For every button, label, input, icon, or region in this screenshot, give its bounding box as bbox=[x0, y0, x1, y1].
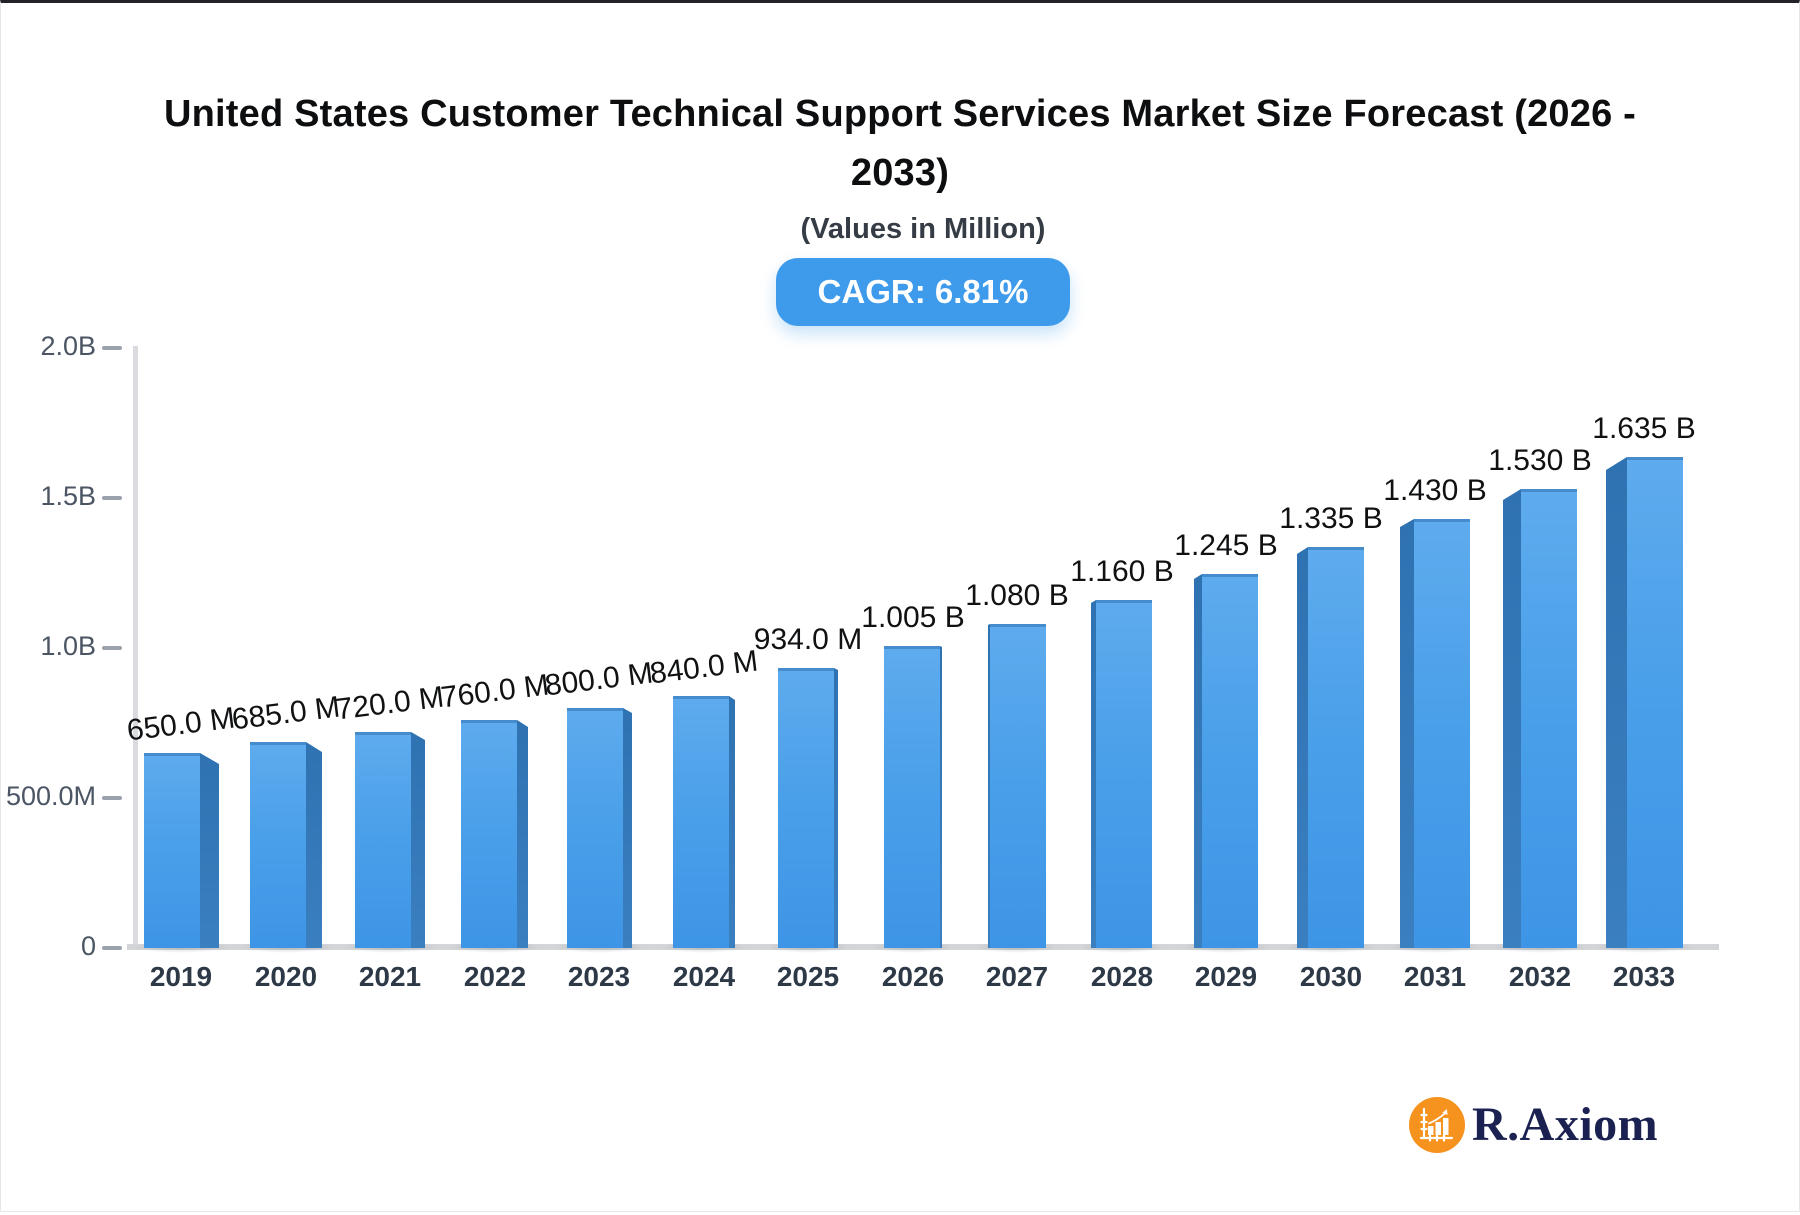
x-axis-year-label: 2025 bbox=[776, 961, 840, 992]
y-axis-tick-mark bbox=[102, 346, 122, 350]
bar-3d-side bbox=[729, 696, 735, 948]
bar-3d-side bbox=[200, 753, 219, 948]
bar bbox=[355, 732, 411, 948]
bar bbox=[461, 720, 517, 948]
bar-base-shadow bbox=[1285, 941, 1376, 953]
bar bbox=[567, 708, 623, 948]
bar bbox=[1414, 519, 1470, 948]
y-axis-tick-mark bbox=[102, 946, 122, 950]
bar bbox=[778, 668, 834, 948]
bar-value-label: 1.245 B bbox=[1174, 529, 1278, 562]
bar-base-shadow bbox=[343, 941, 437, 953]
bar-value-label: 934.0 M bbox=[753, 623, 863, 656]
x-axis-year-label: 2023 bbox=[567, 961, 631, 992]
bar-value-label: 685.0 M bbox=[230, 690, 342, 737]
bar bbox=[1202, 574, 1258, 948]
bar-base-shadow bbox=[132, 941, 231, 953]
y-axis-tick-mark bbox=[102, 496, 122, 500]
bar-3d-side bbox=[1297, 547, 1308, 948]
bar-3d-side bbox=[1503, 489, 1521, 948]
bar-value-label: 1.430 B bbox=[1383, 474, 1487, 507]
y-axis-tick-label: 1.0B bbox=[40, 631, 96, 661]
brand-name: R.Axiom bbox=[1472, 1098, 1659, 1151]
bar-value-label: 760.0 M bbox=[439, 668, 551, 715]
bar-3d-side bbox=[623, 708, 632, 948]
x-axis-year-label: 2030 bbox=[1299, 961, 1363, 992]
x-axis-year-label: 2027 bbox=[985, 961, 1049, 992]
x-axis-line bbox=[127, 944, 1719, 950]
bar-value-label: 1.160 B bbox=[1070, 555, 1174, 588]
badge-row: CAGR: 6.81% bbox=[24, 257, 1800, 326]
bar-3d-side bbox=[1400, 519, 1414, 948]
bar bbox=[884, 646, 940, 948]
bar-value-label: 720.0 M bbox=[334, 680, 446, 727]
x-axis-year-label: 2031 bbox=[1403, 961, 1467, 992]
bar-3d-side bbox=[306, 742, 322, 948]
brand-logo: R.Axiom bbox=[1409, 1097, 1658, 1153]
bar bbox=[1096, 600, 1152, 948]
bar bbox=[144, 753, 200, 948]
bar-base-shadow bbox=[1182, 941, 1270, 953]
bar-3d-side bbox=[411, 732, 425, 948]
bar bbox=[1627, 457, 1683, 948]
bar-value-label: 1.005 B bbox=[861, 601, 965, 634]
y-axis-tick-mark bbox=[102, 646, 122, 650]
bar-base-shadow bbox=[1079, 941, 1164, 953]
bar-base-shadow bbox=[238, 941, 334, 953]
bar-3d-side bbox=[1091, 600, 1096, 948]
bar-3d-side bbox=[988, 624, 990, 948]
bar-base-shadow bbox=[976, 941, 1058, 953]
bar-3d-side bbox=[940, 646, 942, 948]
bar-base-shadow bbox=[1388, 941, 1482, 953]
bar-base-shadow bbox=[1594, 941, 1695, 953]
cagr-badge: CAGR: 6.81% bbox=[775, 257, 1071, 326]
y-axis-line bbox=[133, 346, 138, 950]
chart-subtitle: (Values in Million) bbox=[800, 212, 1046, 245]
bar-value-label: 1.635 B bbox=[1592, 412, 1696, 445]
x-axis-year-label: 2029 bbox=[1194, 961, 1258, 992]
x-axis-year-label: 2020 bbox=[254, 961, 318, 992]
bar bbox=[990, 624, 1046, 948]
x-axis-year-label: 2026 bbox=[881, 961, 945, 992]
x-axis-year-label: 2033 bbox=[1612, 961, 1676, 992]
bar-base-shadow bbox=[872, 941, 954, 953]
bar-3d-side bbox=[1606, 457, 1627, 948]
y-axis-tick-label: 2.0B bbox=[40, 331, 96, 361]
bar-value-label: 650.0 M bbox=[125, 701, 237, 748]
y-axis-tick-label: 500.0M bbox=[5, 781, 96, 811]
bar-value-label: 1.530 B bbox=[1488, 444, 1592, 477]
bar-value-label: 800.0 M bbox=[543, 656, 655, 703]
bar-base-shadow bbox=[766, 941, 850, 953]
x-axis-year-label: 2028 bbox=[1090, 961, 1154, 992]
bar-base-shadow bbox=[449, 941, 540, 953]
y-axis-tick-label: 1.5B bbox=[40, 481, 96, 511]
bar-value-label: 1.335 B bbox=[1279, 502, 1383, 535]
y-axis-tick-mark bbox=[102, 796, 122, 800]
bar-3d-side bbox=[517, 720, 528, 948]
bar-value-label: 1.080 B bbox=[965, 579, 1069, 612]
bar-value-label: 840.0 M bbox=[648, 644, 760, 691]
x-axis-year-label: 2022 bbox=[463, 961, 527, 992]
bar bbox=[250, 742, 306, 948]
bar-3d-side bbox=[834, 668, 838, 948]
x-axis-year-label: 2021 bbox=[358, 961, 422, 992]
x-axis-year-label: 2032 bbox=[1508, 961, 1572, 992]
bar-base-shadow bbox=[1491, 941, 1589, 953]
bar-base-shadow bbox=[555, 941, 644, 953]
bar-base-shadow bbox=[661, 941, 747, 953]
bar bbox=[673, 696, 729, 948]
chart-title: United States Customer Technical Support… bbox=[163, 93, 1637, 194]
bar-3d-side bbox=[1194, 574, 1202, 948]
x-axis-year-label: 2019 bbox=[149, 961, 213, 992]
bar bbox=[1308, 547, 1364, 948]
bar bbox=[1521, 489, 1577, 948]
y-axis-tick-label: 0 bbox=[80, 931, 96, 961]
x-axis-year-label: 2024 bbox=[672, 961, 736, 992]
bar-chart-growth-icon bbox=[1409, 1097, 1465, 1153]
